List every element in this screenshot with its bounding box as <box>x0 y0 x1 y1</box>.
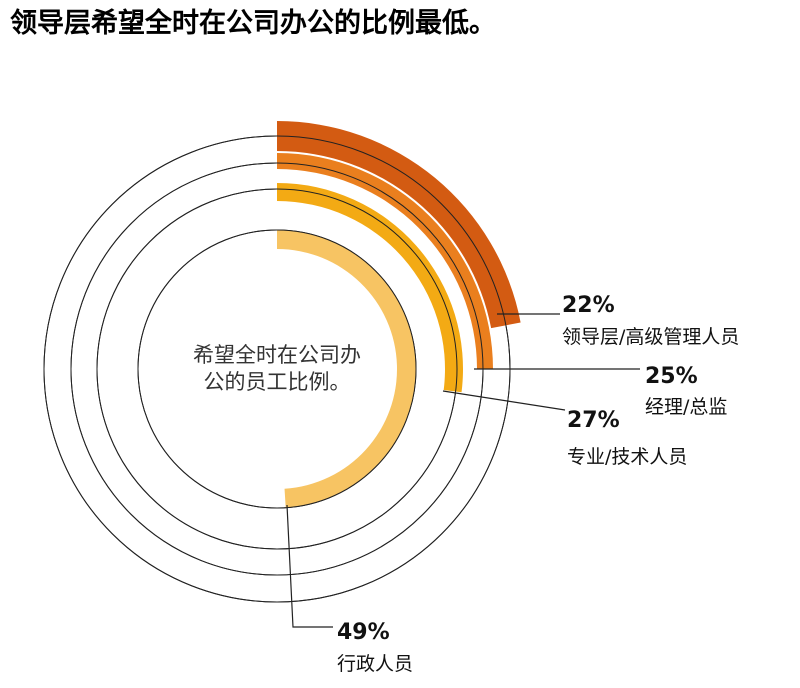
value-label-3: 27% <box>567 408 620 433</box>
category-label-2: 经理/总监 <box>645 396 727 418</box>
value-label-2: 25% <box>645 364 698 389</box>
data-labels: 22% 领导层/高级管理人员 25% 经理/总监 27% 专业/技术人员 49% 行政人员 <box>337 293 739 675</box>
radial-bar-1 <box>277 121 521 329</box>
leader-lines <box>286 313 640 628</box>
leader-line-4 <box>286 504 333 628</box>
radial-bars <box>43 121 521 603</box>
radial-bar-4 <box>277 230 416 508</box>
value-label-4: 49% <box>337 620 390 645</box>
chart-title: 领导层希望全时在公司办公的比例最低。 <box>10 7 496 39</box>
ring-overlay-4 <box>137 229 417 509</box>
radial-bar-2 <box>277 153 493 369</box>
category-label-4: 行政人员 <box>337 653 413 675</box>
value-label-1: 22% <box>562 293 615 318</box>
leader-line-3 <box>442 390 566 411</box>
center-label-line-2: 公的员工比例。 <box>204 370 351 394</box>
radial-bar-3 <box>277 183 463 393</box>
category-label-1: 领导层/高级管理人员 <box>562 326 739 348</box>
category-label-3: 专业/技术人员 <box>567 446 687 468</box>
center-label-line-1: 希望全时在公司办 <box>193 343 361 367</box>
ring-overlay-3 <box>96 188 458 550</box>
